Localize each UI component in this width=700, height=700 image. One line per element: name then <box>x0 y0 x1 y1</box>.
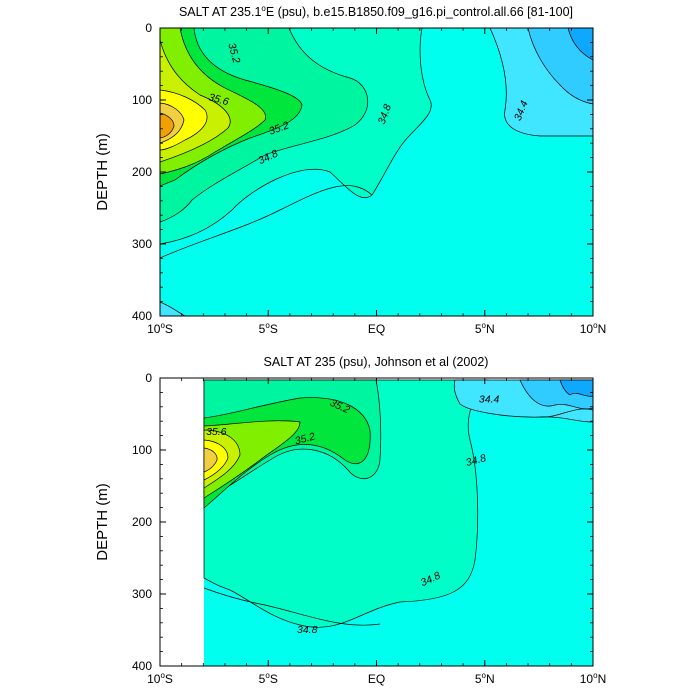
y-tick-label: 400 <box>132 659 152 673</box>
panel-observations: SALT AT 235 (psu), Johnson et al (2002) … <box>94 355 606 686</box>
contour-line <box>539 408 593 418</box>
contour-fill <box>160 28 593 316</box>
x-tick-label: 10oN <box>580 671 606 686</box>
axis-ticks: 10oS 5oS EQ 5oN 10oN 0 100 200 300 400 <box>132 371 606 686</box>
missing-data-area <box>160 378 204 666</box>
axis-ticks: 10oS 5oS EQ 5oN 10oN 0 100 200 300 400 <box>132 21 606 336</box>
x-tick-label: EQ <box>368 322 385 336</box>
contour-label: 34.4 <box>479 393 500 405</box>
region-blue <box>567 28 593 61</box>
y-axis-label: DEPTH (m) <box>94 133 111 211</box>
contour-labels: 35.235.6 35.234.434.834.834.8 <box>206 393 499 635</box>
region-orange <box>160 112 175 139</box>
contour-line <box>160 185 373 259</box>
y-tick-label: 200 <box>132 515 152 529</box>
x-tick-label: 5oS <box>259 671 278 686</box>
contour-label: 34.8 <box>297 624 318 636</box>
region-light-blue-bottom <box>160 301 186 316</box>
region-blue <box>559 379 593 397</box>
contour-label: 35.2 <box>225 42 242 65</box>
y-tick-label: 100 <box>132 443 152 457</box>
panel-model: SALT AT 235.1oE (psu), b.e15.B1850.f09_g… <box>94 4 606 336</box>
contour-line <box>203 587 381 626</box>
y-tick-label: 400 <box>132 309 152 323</box>
y-tick-label: 200 <box>132 165 152 179</box>
y-tick-label: 300 <box>132 587 152 601</box>
y-tick-label: 100 <box>132 93 152 107</box>
x-tick-label: 5oN <box>475 321 495 336</box>
x-tick-label: 10oS <box>147 671 173 686</box>
x-tick-label: 5oN <box>475 671 495 686</box>
x-tick-label: 10oS <box>147 321 173 336</box>
contour-label: 35.6 <box>207 91 230 108</box>
panel-title: SALT AT 235 (psu), Johnson et al (2002) <box>264 355 489 369</box>
panel-title: SALT AT 235.1oE (psu), b.e15.B1850.f09_g… <box>179 4 573 19</box>
contour-label: 35.6 <box>206 426 227 438</box>
x-tick-label: EQ <box>368 672 385 686</box>
x-tick-label: 10oN <box>580 321 606 336</box>
y-tick-label: 0 <box>145 21 152 35</box>
region-amber <box>203 447 218 473</box>
y-tick-label: 300 <box>132 237 152 251</box>
x-tick-label: 5oS <box>259 321 278 336</box>
contour-label: 35.2 <box>294 431 317 448</box>
contour-fill <box>160 378 593 666</box>
contour-label: 34.8 <box>465 452 488 469</box>
y-tick-label: 0 <box>145 371 152 385</box>
y-axis-label: DEPTH (m) <box>94 483 111 561</box>
